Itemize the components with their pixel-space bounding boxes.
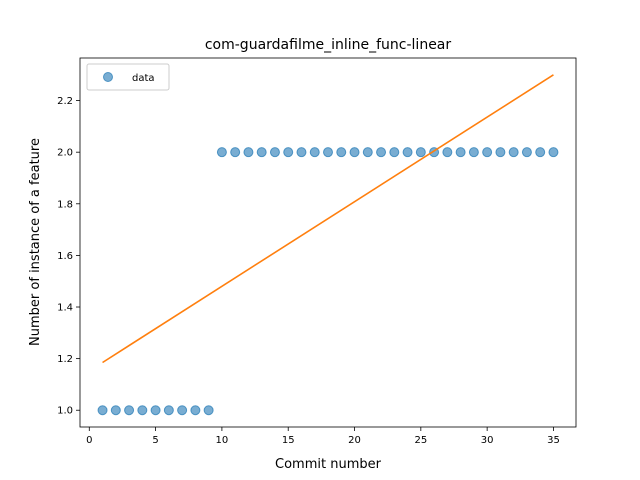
legend: data: [86, 63, 170, 91]
y-tick-label: 1.4: [57, 303, 73, 314]
data-point: [243, 147, 254, 158]
x-axis-label: Commit number: [275, 457, 382, 472]
data-point: [482, 147, 493, 158]
x-tick-label: 35: [547, 435, 560, 446]
data-point: [230, 147, 241, 158]
y-tick-label: 2.0: [57, 148, 73, 159]
data-point: [137, 405, 148, 416]
data-point: [349, 147, 360, 158]
chart-title: com-guardafilme_inline_func-linear: [205, 37, 452, 53]
data-point: [548, 147, 559, 158]
x-tick-label: 30: [481, 435, 494, 446]
data-point: [296, 147, 307, 158]
data-point: [402, 147, 413, 158]
legend-marker-data: [103, 72, 113, 82]
data-point: [190, 405, 201, 416]
data-point: [495, 147, 506, 158]
data-point: [455, 147, 466, 158]
data-point: [163, 405, 174, 416]
x-tick-label: 0: [86, 435, 92, 446]
data-point: [124, 405, 135, 416]
data-point: [150, 405, 161, 416]
y-axis-label: Number of instance of a feature: [28, 138, 43, 346]
legend-box: [86, 63, 170, 91]
data-point: [97, 405, 108, 416]
data-point: [177, 405, 188, 416]
y-tick-label: 1.8: [57, 199, 73, 210]
data-point: [521, 147, 532, 158]
data-point: [256, 147, 267, 158]
data-point: [309, 147, 320, 158]
data-point: [415, 147, 426, 158]
x-tick-label: 25: [414, 435, 427, 446]
data-point: [389, 147, 400, 158]
fit-line: [102, 74, 554, 364]
plot-area: [79, 57, 577, 428]
data-point: [283, 147, 294, 158]
legend-label-data: data: [132, 73, 155, 84]
y-tick-label: 1.2: [57, 354, 73, 365]
data-point: [376, 147, 387, 158]
data-point: [468, 147, 479, 158]
data-point: [442, 147, 453, 158]
x-tick-label: 20: [348, 435, 361, 446]
y-tick-label: 1.0: [57, 406, 73, 417]
data-point: [110, 405, 121, 416]
x-tick-label: 15: [282, 435, 295, 446]
data-point: [269, 147, 280, 158]
data-point: [362, 147, 373, 158]
y-axis-ticks: 1.0 1.2 1.4 1.6 1.8 2.0 2.2: [57, 96, 80, 417]
data-point: [216, 147, 227, 158]
data-point: [508, 147, 519, 158]
data-point: [336, 147, 347, 158]
data-point: [203, 405, 214, 416]
x-axis-ticks: 0 5 10 15 20 25 30 35: [86, 427, 560, 446]
data-point: [323, 147, 333, 158]
axes-frame: [79, 57, 577, 428]
y-tick-label: 1.6: [57, 251, 73, 262]
y-tick-label: 2.2: [57, 96, 73, 107]
x-tick-label: 10: [216, 435, 229, 446]
data-point: [535, 147, 546, 158]
x-tick-label: 5: [152, 435, 158, 446]
